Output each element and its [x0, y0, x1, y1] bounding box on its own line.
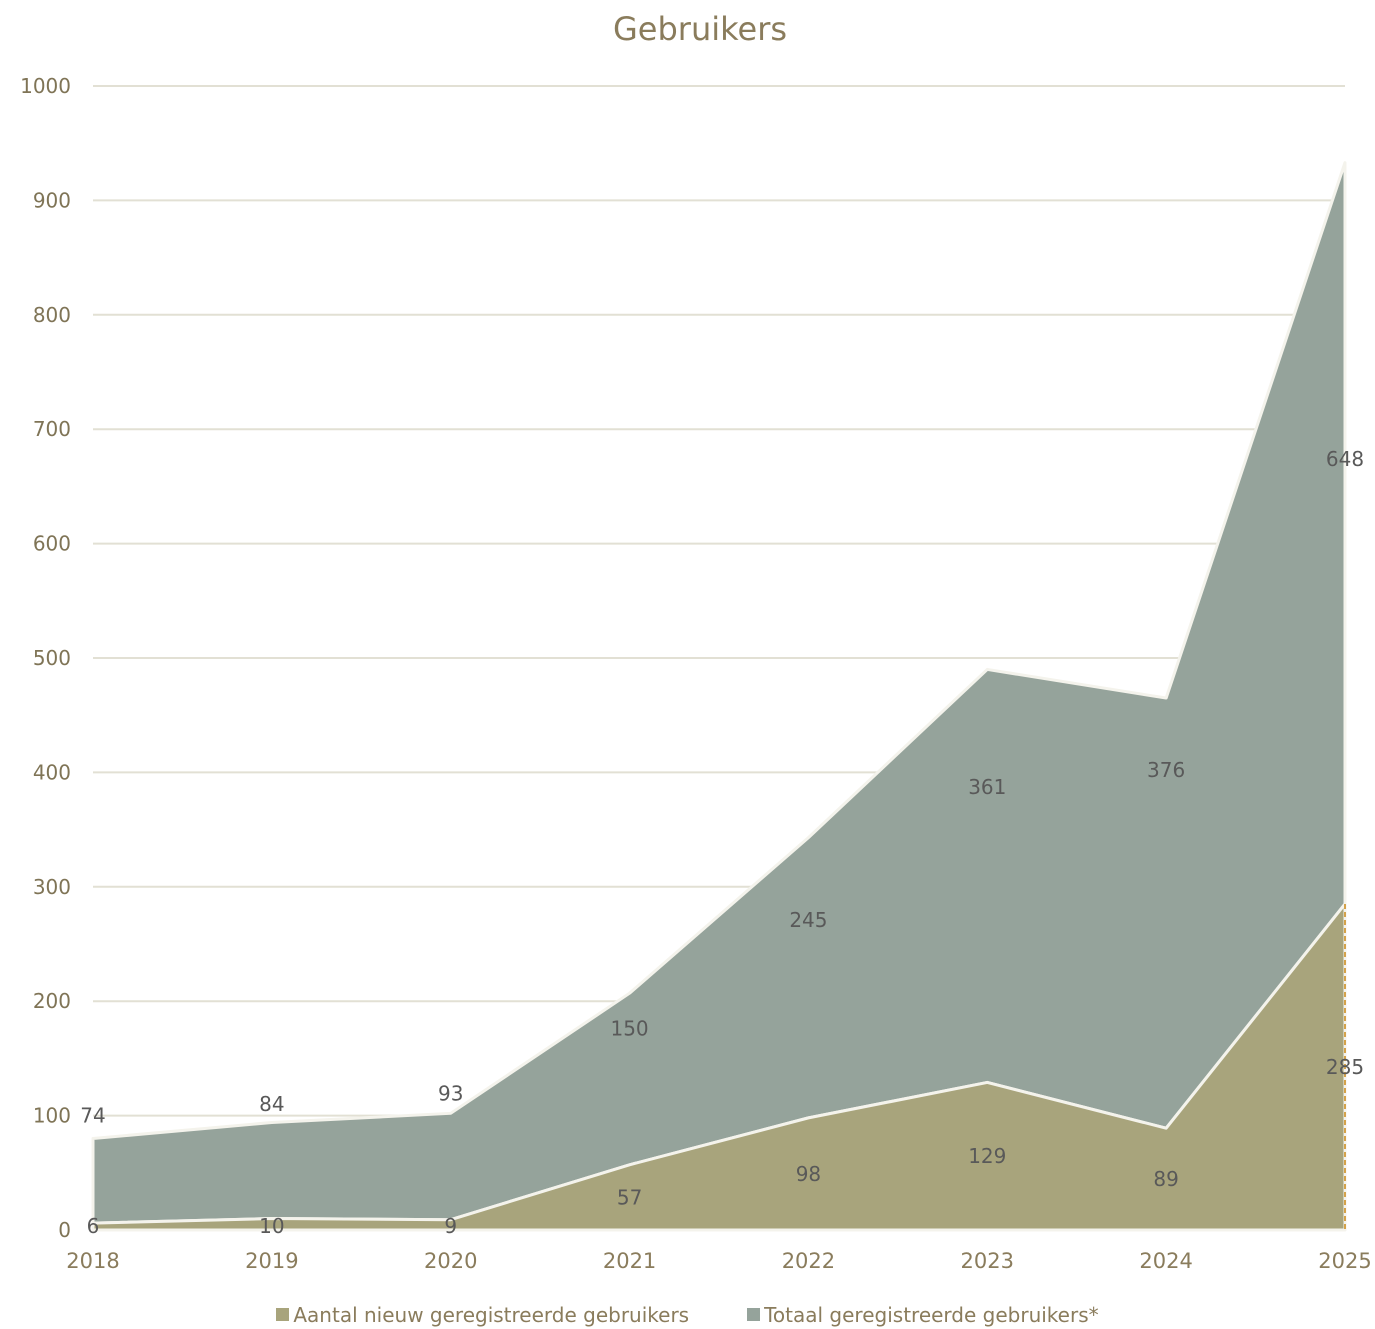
legend: Aantal nieuw geregistreerde gebruikers T…	[0, 1300, 1375, 1329]
chart-title: Gebruikers	[613, 10, 787, 48]
x-tick-label: 2024	[1139, 1249, 1192, 1273]
legend-label-total-users: Totaal geregistreerde gebruikers*	[764, 1302, 1099, 1327]
legend-swatch-new-users	[276, 1308, 290, 1321]
data-label-new-users: 9	[444, 1214, 457, 1238]
y-tick-label: 300	[33, 875, 71, 899]
y-tick-label: 700	[33, 417, 71, 441]
data-label-total-users: 245	[789, 908, 827, 932]
data-label-total-users: 150	[610, 1017, 648, 1041]
data-label-total-users: 361	[968, 775, 1006, 799]
y-tick-label: 800	[33, 303, 71, 327]
data-label-new-users: 285	[1326, 1055, 1364, 1079]
y-tick-label: 900	[33, 188, 71, 212]
y-tick-label: 400	[33, 760, 71, 784]
x-tick-label: 2018	[66, 1249, 119, 1273]
gridlines	[93, 85, 1345, 1231]
data-label-total-users: 648	[1326, 447, 1364, 471]
data-label-new-users: 6	[87, 1214, 100, 1238]
x-tick-label: 2020	[424, 1249, 477, 1273]
legend-label-new-users: Aantal nieuw geregistreerde gebruikers	[293, 1302, 690, 1327]
data-label-total-users: 74	[80, 1103, 105, 1127]
data-label-new-users: 89	[1153, 1167, 1178, 1191]
data-labels: 6 10 9 57 98 129 89 285 74 84 93 150 245 361 376 648	[80, 447, 1364, 1238]
x-tick-label: 2025	[1318, 1249, 1371, 1273]
x-tick-label: 2019	[245, 1249, 298, 1273]
data-label-total-users: 376	[1147, 758, 1185, 782]
y-tick-label: 100	[33, 1104, 71, 1128]
legend-swatch-total-users	[747, 1308, 761, 1321]
y-tick-label: 500	[33, 646, 71, 670]
y-tick-label: 200	[33, 989, 71, 1013]
x-tick-label: 2021	[603, 1249, 656, 1273]
y-tick-label: 600	[33, 532, 71, 556]
data-label-new-users: 57	[617, 1185, 642, 1209]
data-label-new-users: 129	[968, 1144, 1006, 1168]
legend-item-total-users: Totaal geregistreerde gebruikers*	[747, 1303, 1099, 1327]
chart: Gebruikers 0 100 200 300 400 500 600 700 800 900 1…	[20, 10, 1372, 1273]
y-tick-label: 0	[58, 1218, 71, 1242]
data-label-new-users: 10	[259, 1214, 284, 1238]
x-tick-label: 2023	[961, 1249, 1014, 1273]
x-axis: 2018 2019 2020 2021 2022 2023 2024 2025	[66, 1249, 1371, 1273]
area-total-users	[91, 161, 1347, 1225]
data-label-new-users: 98	[796, 1162, 821, 1186]
y-tick-label: 1000	[20, 74, 71, 98]
area-series	[91, 161, 1347, 1232]
data-label-total-users: 84	[259, 1092, 284, 1116]
legend-item-new-users: Aantal nieuw geregistreerde gebruikers	[276, 1303, 689, 1327]
y-axis: 0 100 200 300 400 500 600 700 800 900 1000	[20, 74, 71, 1242]
x-tick-label: 2022	[782, 1249, 835, 1273]
data-label-total-users: 93	[438, 1082, 463, 1106]
